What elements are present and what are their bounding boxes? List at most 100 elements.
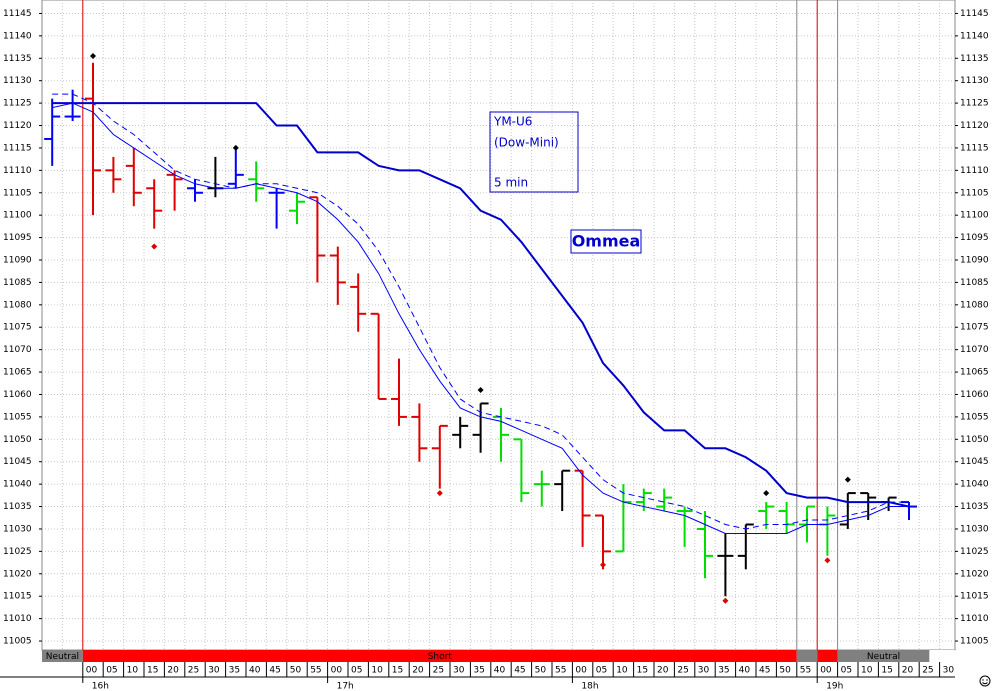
x-tick-label: 15	[147, 666, 158, 676]
y-tick-label: 11030	[960, 524, 989, 534]
y-tick-label: 11135	[960, 54, 989, 64]
y-tick-label: 11080	[960, 300, 989, 310]
y-tick-label: 11035	[3, 502, 32, 512]
y-tick-label: 11005	[3, 637, 32, 647]
status-segment	[796, 650, 818, 662]
y-tick-label: 11105	[3, 188, 32, 198]
y-tick-label: 11100	[3, 211, 32, 221]
signal-marker	[844, 476, 851, 483]
x-tick-label: 05	[106, 666, 117, 676]
status-icon	[982, 679, 984, 681]
x-tick-label: 10	[861, 666, 873, 676]
x-tick-label: 30	[208, 666, 220, 676]
symbol-text: 5 min	[494, 176, 528, 190]
signal-marker	[824, 557, 831, 564]
y-tick-label: 11040	[960, 480, 989, 490]
status-segment	[817, 650, 838, 662]
x-tick-label: 20	[902, 666, 914, 676]
x-tick-label: 25	[922, 666, 933, 676]
x-tick-label: 00	[820, 666, 832, 676]
y-tick-label: 11010	[960, 614, 989, 624]
y-tick-label: 11105	[960, 188, 989, 198]
y-tick-label: 11065	[960, 368, 989, 378]
x-tick-label: 55	[555, 666, 566, 676]
y-tick-label: 11110	[960, 166, 989, 176]
y-tick-label: 11045	[960, 457, 989, 467]
x-tick-label: 35	[473, 666, 484, 676]
y-tick-label: 11110	[3, 166, 32, 176]
marks	[44, 53, 917, 604]
y-tick-label: 11025	[3, 547, 32, 557]
y-tick-label: 11135	[3, 54, 32, 64]
y-tick-label: 11045	[3, 457, 32, 467]
y-tick-label: 11015	[3, 592, 32, 602]
y-tick-label: 11145	[960, 9, 989, 19]
symbol-text: (Dow-Mini)	[494, 136, 559, 150]
y-tick-label: 11120	[3, 121, 32, 131]
x-tick-label: 10	[616, 666, 628, 676]
y-tick-label: 11050	[960, 435, 989, 445]
y-tick-label: 11125	[960, 99, 989, 109]
moving-average	[52, 102, 910, 508]
y-tick-label: 11020	[960, 569, 989, 579]
signal-marker	[232, 144, 239, 151]
x-tick-label: 00	[575, 666, 587, 676]
x-tick-label: 15	[637, 666, 648, 676]
status-icon	[986, 679, 988, 681]
hour-label: 18h	[581, 682, 598, 691]
y-tick-label: 11065	[3, 368, 32, 378]
y-tick-label: 11095	[960, 233, 989, 243]
status-segment	[929, 650, 955, 662]
y-tick-label: 11050	[3, 435, 32, 445]
x-tick-label: 30	[453, 666, 465, 676]
y-tick-label: 11075	[3, 323, 32, 333]
y-tick-label: 11015	[960, 592, 989, 602]
signal-marker	[436, 490, 443, 497]
y-tick-label: 11090	[960, 256, 989, 266]
y-tick-label: 11085	[3, 278, 32, 288]
y-tick-label: 11080	[3, 300, 32, 310]
x-tick-label: 50	[535, 666, 547, 676]
y-tick-label: 11070	[3, 345, 32, 355]
y-tick-label: 11035	[960, 502, 989, 512]
x-tick-label: 10	[371, 666, 383, 676]
y-tick-label: 11140	[3, 31, 32, 41]
signal-marker	[722, 597, 729, 604]
symbol-text: YM-U6	[493, 115, 532, 129]
x-tick-label: 15	[392, 666, 403, 676]
status-icon	[979, 675, 991, 687]
y-tick-label: 11125	[3, 99, 32, 109]
y-tick-label: 11095	[3, 233, 32, 243]
moving-average	[52, 93, 909, 530]
x-tick-label: 25	[677, 666, 688, 676]
y-tick-label: 11140	[960, 31, 989, 41]
y-tick-label: 11055	[3, 412, 32, 422]
x-tick-label: 30	[943, 666, 955, 676]
x-tick-label: 35	[229, 666, 240, 676]
y-tick-label: 11075	[960, 323, 989, 333]
y-tick-label: 11060	[960, 390, 989, 400]
x-tick-label: 20	[167, 666, 179, 676]
signal-marker	[151, 243, 158, 250]
x-tick-label: 00	[86, 666, 98, 676]
signal-marker	[90, 53, 96, 60]
status-segment	[42, 650, 83, 662]
x-tick-label: 25	[433, 666, 444, 676]
x-tick-label: 40	[739, 666, 751, 676]
y-tick-label: 11120	[960, 121, 989, 131]
x-tick-label: 50	[290, 666, 302, 676]
y-tick-label: 11115	[960, 143, 989, 153]
signal-marker	[763, 490, 770, 497]
x-tick-label: 05	[841, 666, 852, 676]
x-tick-label: 05	[351, 666, 362, 676]
brand-box	[570, 229, 642, 254]
x-tick-label: 05	[596, 666, 607, 676]
x-tick-label: 45	[269, 666, 280, 676]
x-tick-label: 25	[188, 666, 199, 676]
hour-label: 17h	[337, 682, 354, 691]
status-segment	[837, 650, 930, 662]
symbol-box	[489, 111, 579, 193]
status-icon	[982, 682, 988, 685]
signal-marker	[600, 561, 606, 568]
